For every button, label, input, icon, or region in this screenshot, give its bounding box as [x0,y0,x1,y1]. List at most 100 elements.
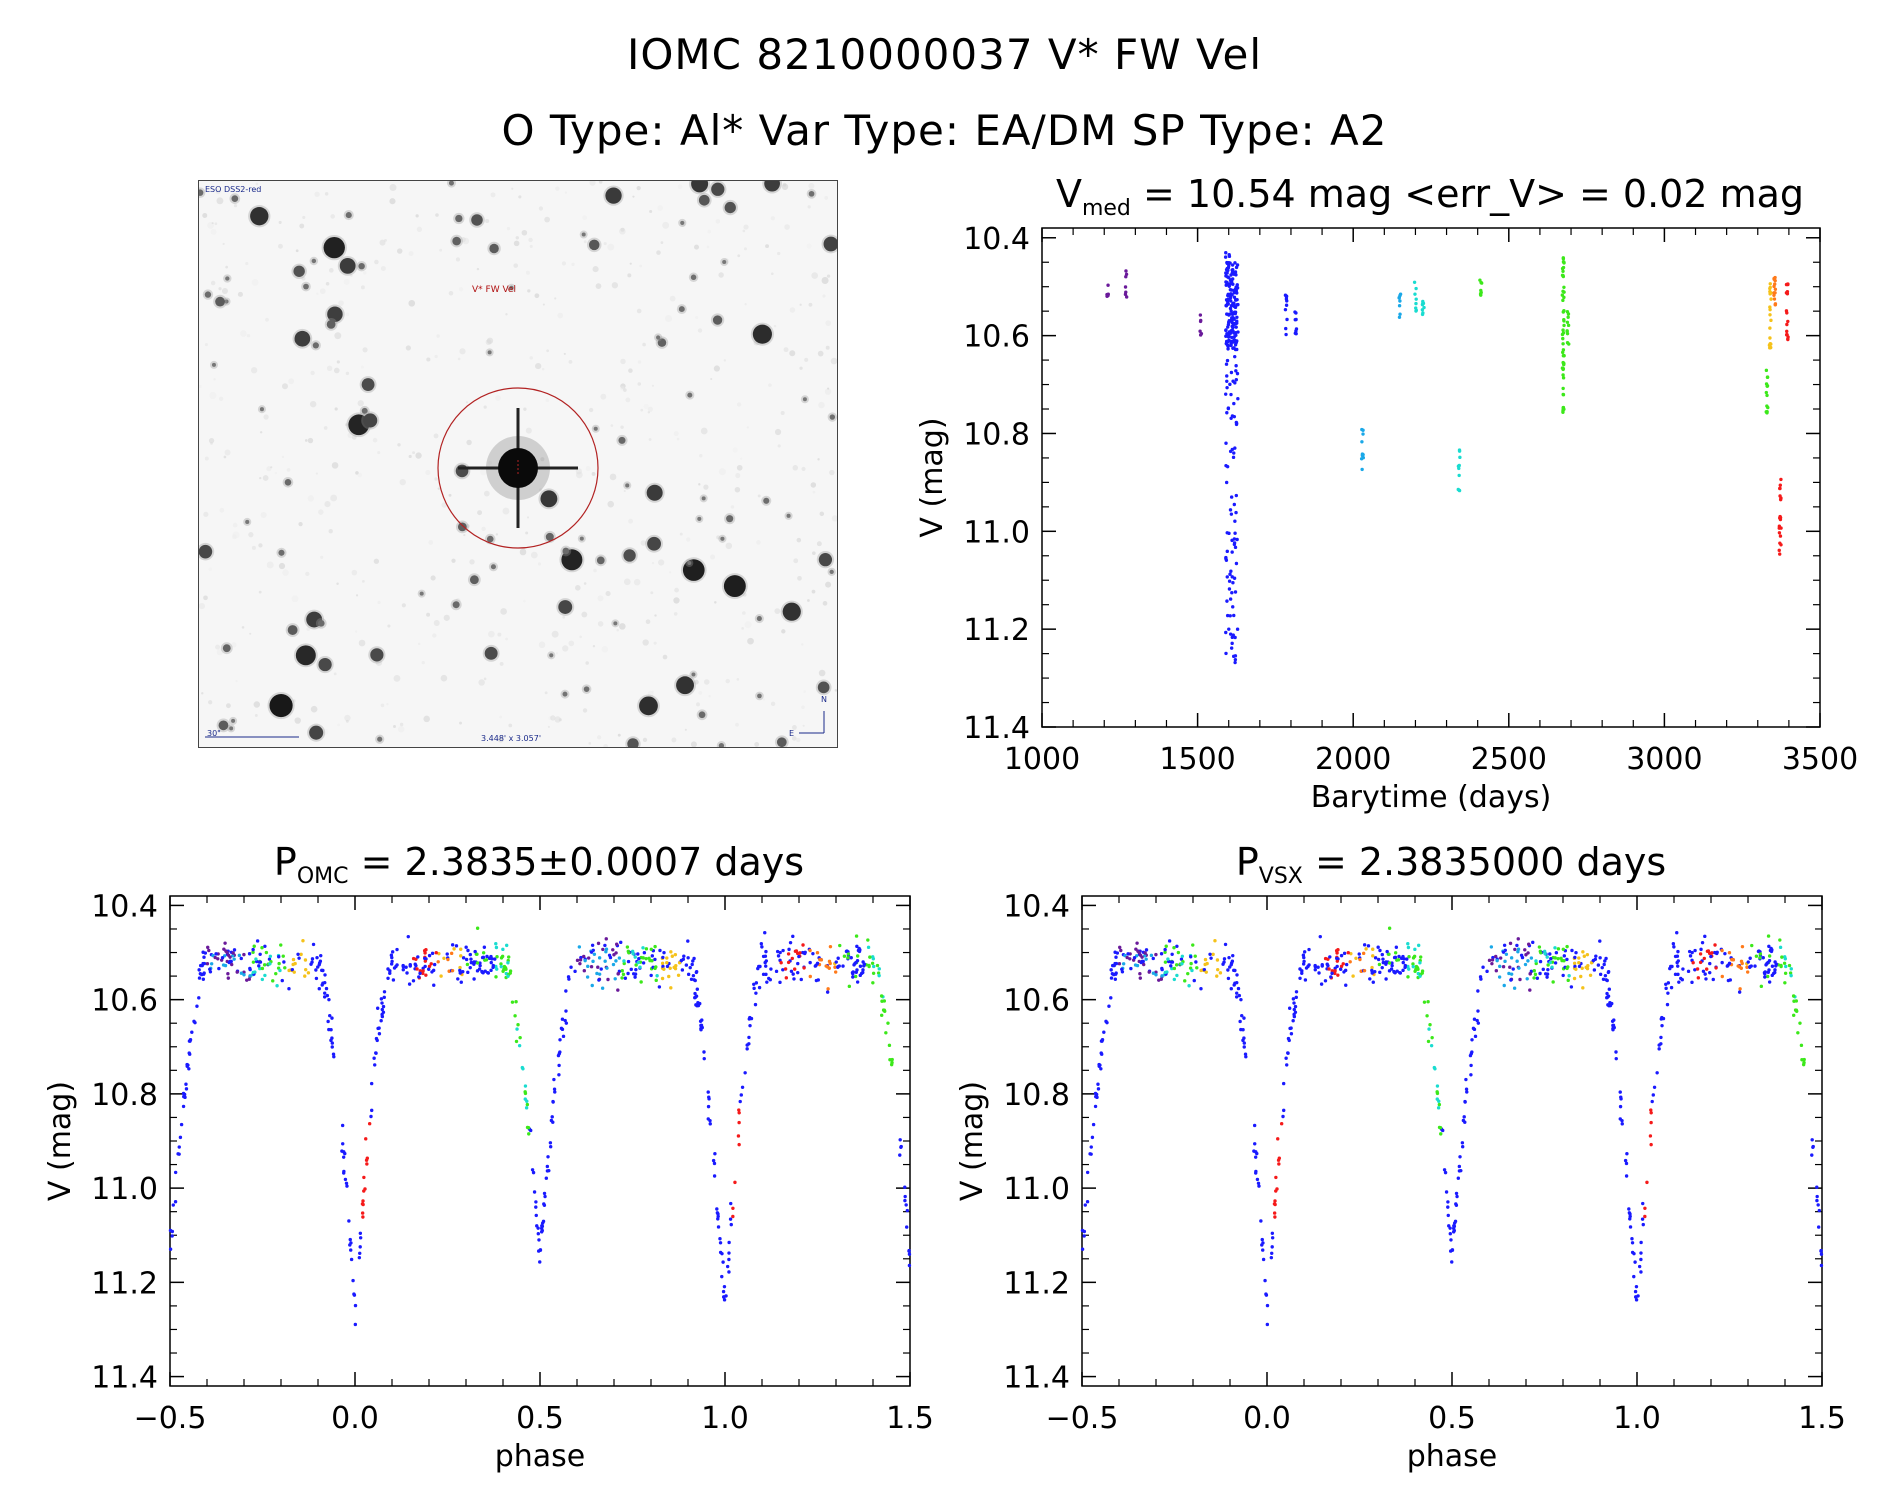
thumbnail-speckle [294,717,301,724]
fold-vsx-point [1677,980,1681,984]
fold-vsx-point [1121,962,1126,966]
fold-vsx-point [1770,964,1775,968]
fold-omc-point [439,974,443,978]
thumbnail-speckle [784,224,790,230]
lightcurve-point [1198,313,1203,317]
fold-vsx-point [1817,1208,1822,1213]
fold-vsx-point [1208,952,1212,956]
fold-vsx-point [1649,1108,1653,1112]
fold-vsx-point [1448,1232,1452,1236]
fold-vsx-point [1449,1238,1453,1242]
lightcurve-point [1198,333,1203,337]
fold-vsx-point [1376,945,1380,949]
fold-vsx-point [1475,1018,1479,1023]
fold-vsx-point [1342,970,1346,974]
lightcurve-point [1412,280,1417,284]
fold-omc-point [871,971,876,976]
thumbnail-speckle [725,542,733,550]
fold-vsx-point [1659,1035,1663,1040]
thumbnail-speckle [736,464,743,471]
fold-vsx-point [1468,1053,1473,1058]
fold-omc-point [536,1232,540,1236]
lightcurve-point [1785,329,1789,334]
fold-omc-point [345,1184,349,1188]
thumbnail-star [327,306,343,323]
thumbnail-speckle [700,427,708,435]
lightcurve-point [1561,405,1566,410]
thumbnail-speckle [598,181,603,184]
thumbnail-star [558,600,573,614]
fold-vsx-point [1083,1203,1087,1207]
fold-vsx-point [1333,969,1337,973]
thumbnail-star [723,575,746,598]
thumbnail-speckle [703,679,710,685]
sky-thumbnail: ESO DSS2-red V* FW Vel 30" 3.448' x 3.05… [198,180,838,748]
thumbnail-speckle [628,518,634,524]
thumbnail-star [295,645,316,666]
thumbnail-speckle [811,589,816,594]
lightcurve-point [1227,330,1231,334]
fold-vsx-point [1109,976,1114,980]
fold-vsx-point [1634,1284,1639,1289]
fold-vsx-point [1574,967,1578,971]
fold-vsx-point [1560,958,1564,963]
fold-vsx-point [1502,983,1506,988]
lightcurve-point [1779,543,1783,547]
thumbnail-speckle [651,384,654,387]
fold-omc-point [330,1045,334,1049]
fold-omc-point [429,962,433,966]
fold-omc-point [861,968,865,972]
thumbnail-speckle [822,294,826,298]
lightcurve-point [1397,315,1402,319]
fold-vsx-point [1140,955,1144,959]
fold-omc-point [665,960,669,965]
thumbnail-speckle [523,599,526,603]
fold-vsx-point [1389,967,1394,971]
fold-omc-point [727,1251,731,1255]
fold-omc-point [614,951,618,955]
thumbnail-star [222,644,231,653]
lightcurve-point [1227,254,1232,259]
thumbnail-speckle [633,578,641,586]
thumbnail-speckle [233,204,238,208]
fold-vsx-point [1639,1270,1643,1274]
fold-vsx-point [1416,943,1421,948]
fold-omc-point [330,1041,335,1045]
fold-omc-point [589,964,594,969]
fold-vsx-point [1703,934,1707,939]
fold-omc-point [721,1289,726,1294]
fold-vsx-point [1666,981,1671,985]
thumbnail-speckle [465,401,469,404]
lightcurve-point [1224,392,1228,396]
fold-vsx-point [1231,953,1235,958]
fold-omc-point [411,956,416,961]
fold-omc-point [776,954,781,958]
lightcurve-point [1235,371,1240,376]
fold-omc-point [597,972,602,976]
fold-vsx-point [1573,955,1577,960]
thumbnail-speckle [637,382,642,386]
thumbnail-star [829,569,834,575]
lightcurve-point [1234,325,1238,329]
fold-vsx-point [1418,974,1422,978]
lightcurve-point [1768,307,1772,312]
fold-vsx-point [1736,964,1740,968]
fold-omc-point [200,963,204,968]
fold-omc-point [745,1047,749,1051]
lightcurve-point [1561,342,1565,346]
fold-vsx-point [1194,960,1198,964]
fold-vsx-point [1292,1014,1297,1019]
lightcurve-point [1233,270,1238,274]
fold-vsx-point [1426,1000,1430,1004]
fold-vsx-point [1748,965,1752,969]
fold-omc-point [341,1142,345,1146]
thumbnail-speckle [657,205,663,211]
fold-omc-point [871,955,875,959]
thumbnail-star [287,625,298,635]
fold-omc-point [592,952,597,956]
fold-omc-point [668,966,672,970]
fold-vsx-point [1338,967,1343,971]
fold-vsx-point [1566,978,1570,983]
thumbnail-speckle [389,198,396,205]
thumbnail-speckle [325,282,330,286]
